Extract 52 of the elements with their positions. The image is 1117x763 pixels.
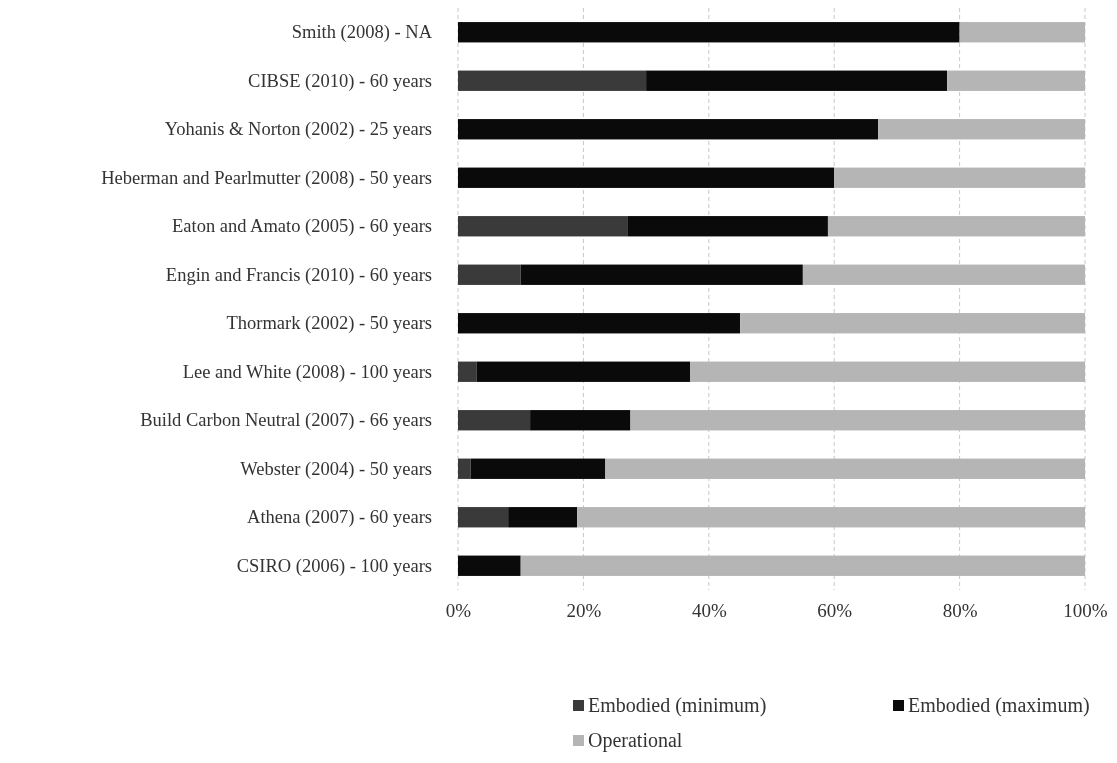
bar bbox=[458, 458, 471, 479]
bar bbox=[802, 264, 1085, 285]
bar bbox=[605, 458, 1085, 479]
y-tick-label: Engin and Francis (2010) - 60 years bbox=[165, 264, 432, 286]
bar bbox=[827, 216, 1085, 237]
bar bbox=[530, 410, 631, 431]
bar bbox=[630, 410, 1085, 431]
bar bbox=[458, 119, 879, 140]
bar bbox=[508, 507, 578, 528]
y-tick-label: Heberman and Pearlmutter (2008) - 50 years bbox=[101, 167, 432, 189]
bar bbox=[520, 555, 1085, 576]
bar bbox=[577, 507, 1085, 528]
y-tick-label: Eaton and Amato (2005) - 60 years bbox=[172, 216, 432, 238]
x-tick-label: 40% bbox=[691, 600, 727, 622]
y-tick-label: Build Carbon Neutral (2007) - 66 years bbox=[140, 410, 432, 432]
bar bbox=[458, 555, 521, 576]
bar bbox=[458, 70, 647, 91]
bar bbox=[458, 216, 628, 237]
bar bbox=[947, 70, 1085, 91]
bar bbox=[740, 313, 1085, 334]
y-tick-label: Smith (2008) - NA bbox=[291, 22, 433, 44]
x-tick-label: 100% bbox=[1063, 600, 1108, 622]
bar bbox=[458, 22, 960, 43]
x-tick-label: 0% bbox=[445, 600, 472, 622]
y-tick-label: Webster (2004) - 50 years bbox=[240, 458, 432, 480]
y-tick-label: CSIRO (2006) - 100 years bbox=[236, 555, 432, 577]
y-tick-label: Lee and White (2008) - 100 years bbox=[182, 361, 432, 383]
x-tick-label: 20% bbox=[566, 600, 602, 622]
bar bbox=[458, 507, 509, 528]
bar bbox=[458, 167, 835, 188]
bar bbox=[476, 361, 690, 382]
y-tick-label: Yohanis & Norton (2002) - 25 years bbox=[164, 119, 432, 141]
bar bbox=[959, 22, 1085, 43]
bar bbox=[458, 313, 741, 334]
bar bbox=[520, 264, 803, 285]
bar bbox=[834, 167, 1085, 188]
y-tick-label: Thormark (2002) - 50 years bbox=[226, 313, 432, 335]
bar bbox=[878, 119, 1085, 140]
y-tick-label: Athena (2007) - 60 years bbox=[247, 507, 432, 529]
x-tick-label: 60% bbox=[817, 600, 853, 622]
bar bbox=[458, 361, 477, 382]
legend-label: Embodied (maximum) bbox=[908, 694, 1090, 717]
x-tick-label: 80% bbox=[942, 600, 978, 622]
bar bbox=[458, 264, 521, 285]
bar bbox=[458, 410, 531, 431]
bar bbox=[627, 216, 828, 237]
bar bbox=[689, 361, 1085, 382]
bar bbox=[470, 458, 606, 479]
bar bbox=[646, 70, 948, 91]
legend-label: Embodied (minimum) bbox=[588, 694, 767, 717]
legend-label: Operational bbox=[588, 729, 683, 752]
y-tick-label: CIBSE (2010) - 60 years bbox=[248, 70, 432, 92]
